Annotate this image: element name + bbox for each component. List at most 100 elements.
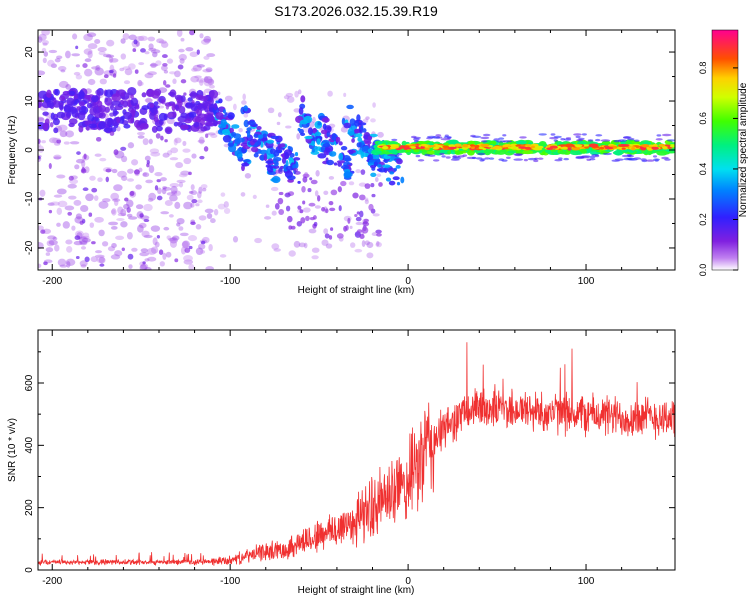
spectrogram-blob bbox=[375, 229, 382, 234]
spectrogram-blob bbox=[165, 104, 170, 110]
spectrogram-blob bbox=[104, 89, 114, 98]
colorbar-tick-label: 0.2 bbox=[698, 213, 708, 226]
spectrogram-blob bbox=[251, 146, 259, 153]
spectrogram-blob bbox=[349, 118, 356, 126]
spectrogram-blob bbox=[41, 47, 47, 53]
spectrogram-blob bbox=[301, 185, 306, 193]
spectrogram-blob bbox=[478, 146, 485, 150]
spectrogram-blob bbox=[138, 62, 145, 66]
snr-panel: -200 -100 0 100 0 200 400 600 Height of straigh… bbox=[7, 329, 676, 596]
spectrogram-blob bbox=[96, 255, 105, 264]
spectrogram-blob bbox=[187, 97, 193, 102]
spectrogram-blob bbox=[162, 186, 167, 190]
spectrogram-blob bbox=[101, 241, 109, 247]
spectrogram-blob bbox=[559, 150, 568, 155]
spectrogram-blob bbox=[56, 207, 63, 215]
spectrogram-blob bbox=[321, 117, 330, 123]
spectrogram-blob bbox=[152, 51, 158, 58]
spectrogram-blob bbox=[75, 64, 80, 68]
spectrogram-blob bbox=[59, 95, 66, 102]
spectrogram-blob bbox=[222, 128, 230, 136]
spectrogram-blob bbox=[161, 99, 166, 105]
spectrogram-blob bbox=[162, 80, 167, 86]
spectrogram-blob bbox=[645, 159, 655, 162]
spectrogram-blob bbox=[224, 95, 233, 102]
spectrogram-blob bbox=[166, 192, 176, 196]
spectrogram-blob bbox=[180, 170, 190, 176]
spectrogram-blob bbox=[63, 103, 74, 113]
spectrogram-blob bbox=[291, 225, 296, 230]
spectrogram-blob bbox=[66, 261, 71, 268]
spectrogram-blob bbox=[368, 149, 373, 155]
spectrogram-blob bbox=[351, 138, 355, 143]
spectrogram-blob bbox=[265, 160, 274, 164]
spectrogram-blob bbox=[169, 239, 178, 248]
spectrogram-blob bbox=[87, 78, 96, 86]
spectrogram-blob bbox=[161, 41, 169, 48]
spectrogram-blob bbox=[71, 53, 81, 57]
spectrogram-blob bbox=[98, 256, 106, 264]
spectrogram-blob bbox=[91, 95, 99, 103]
spectrogram-blob bbox=[105, 117, 113, 127]
spectrogram-blob bbox=[143, 203, 153, 212]
spectrogram-blob bbox=[189, 91, 197, 99]
spectrogram-blob bbox=[588, 143, 599, 147]
spectrogram-blob bbox=[359, 210, 364, 218]
spectrogram-blob bbox=[317, 195, 321, 202]
spectrogram-blob bbox=[111, 93, 122, 102]
spectrogram-blob bbox=[178, 226, 184, 231]
spectrogram-blob bbox=[321, 239, 329, 246]
spectrogram-blob bbox=[553, 139, 558, 142]
spectrogram-blob bbox=[477, 152, 486, 156]
spectrogram-blob bbox=[57, 65, 67, 72]
spectrogram-blob bbox=[117, 206, 124, 215]
spectrogram-blob bbox=[140, 263, 149, 270]
spectrogram-blob bbox=[296, 220, 302, 227]
spectrogram-blob bbox=[120, 53, 127, 60]
spectrogram-blob bbox=[99, 157, 107, 162]
spectrogram-blob bbox=[91, 187, 98, 193]
spectrogram-blob bbox=[154, 171, 163, 177]
spectrogram-blob bbox=[574, 144, 583, 148]
spectrogram-blob bbox=[257, 138, 262, 146]
spectrogram-blob bbox=[73, 199, 82, 206]
spectrogram-blob bbox=[151, 125, 158, 133]
spectrogram-blob bbox=[76, 106, 81, 111]
spectrogram-blob bbox=[359, 233, 365, 240]
spectrogram-blob bbox=[343, 92, 347, 98]
spectrogram-blob bbox=[266, 165, 274, 173]
spectrogram-blob bbox=[84, 58, 92, 63]
spectrogram-blob bbox=[143, 234, 153, 239]
spectrogram-blob bbox=[86, 32, 97, 37]
spectrogram-blob bbox=[475, 157, 483, 160]
spectrogram-blob bbox=[99, 263, 105, 267]
spectrogram-blob bbox=[341, 117, 346, 126]
spectrogram-blob bbox=[266, 139, 275, 144]
spectrogram-blob bbox=[190, 103, 198, 112]
spectrogram-blob bbox=[322, 143, 330, 148]
spectrogram-blob bbox=[164, 200, 173, 206]
spectrogram-blob bbox=[353, 133, 363, 138]
spectrogram-blob bbox=[656, 150, 668, 156]
spectrogram-blob bbox=[75, 45, 79, 50]
spectrogram-blob bbox=[368, 159, 376, 163]
spectrogram-blob bbox=[141, 105, 150, 111]
spectrogram-blob bbox=[581, 133, 587, 136]
spectrogram-xtick-label: 0 bbox=[405, 276, 411, 287]
spectrogram-blob bbox=[80, 264, 87, 268]
spectrogram-blob bbox=[416, 141, 427, 145]
spectrogram-blob bbox=[602, 152, 612, 156]
spectrogram-blob bbox=[286, 96, 295, 103]
spectrogram-blob bbox=[83, 33, 93, 42]
spectrogram-blob bbox=[46, 239, 55, 247]
spectrogram-blob bbox=[150, 225, 161, 232]
spectrogram-blob bbox=[246, 129, 251, 138]
spectrogram-blob bbox=[95, 89, 101, 96]
spectrogram-blob bbox=[57, 124, 68, 132]
spectrogram-blob bbox=[204, 76, 213, 84]
spectrogram-blob bbox=[302, 176, 308, 183]
spectrogram-blob bbox=[595, 138, 601, 142]
spectrogram-blob bbox=[200, 39, 210, 45]
spectrogram-blob bbox=[338, 205, 342, 212]
